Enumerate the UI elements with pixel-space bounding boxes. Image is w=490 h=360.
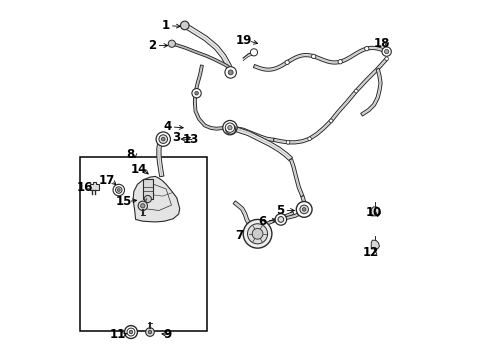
Text: 18: 18 <box>374 37 391 50</box>
Circle shape <box>247 224 268 244</box>
Text: 5: 5 <box>276 204 284 217</box>
Circle shape <box>159 135 168 143</box>
Circle shape <box>124 325 137 338</box>
Circle shape <box>382 47 392 56</box>
Circle shape <box>144 195 151 203</box>
Circle shape <box>385 49 389 54</box>
Circle shape <box>312 54 316 58</box>
Circle shape <box>225 124 236 134</box>
Text: 10: 10 <box>365 207 382 220</box>
Circle shape <box>354 89 358 93</box>
Polygon shape <box>256 212 294 229</box>
Polygon shape <box>90 182 98 190</box>
Circle shape <box>252 228 263 239</box>
Bar <box>80 157 207 330</box>
Text: 13: 13 <box>182 133 198 146</box>
Text: 7: 7 <box>235 229 243 242</box>
Text: 12: 12 <box>363 246 379 259</box>
Circle shape <box>148 330 152 334</box>
Circle shape <box>161 137 165 141</box>
Polygon shape <box>290 159 304 197</box>
Circle shape <box>300 205 309 214</box>
Circle shape <box>329 119 333 123</box>
Text: 17: 17 <box>99 174 116 187</box>
Circle shape <box>127 328 135 336</box>
Circle shape <box>243 220 272 248</box>
Circle shape <box>385 57 389 60</box>
Circle shape <box>223 121 237 135</box>
Circle shape <box>180 21 189 30</box>
Circle shape <box>308 137 311 140</box>
Text: 16: 16 <box>76 181 93 194</box>
Circle shape <box>117 189 120 192</box>
Text: 19: 19 <box>236 34 252 48</box>
Polygon shape <box>361 68 382 116</box>
Text: 4: 4 <box>163 121 172 134</box>
Polygon shape <box>371 207 381 216</box>
Circle shape <box>156 132 171 146</box>
Text: 2: 2 <box>148 39 156 52</box>
Polygon shape <box>171 42 231 69</box>
Polygon shape <box>280 209 305 221</box>
Circle shape <box>285 60 289 64</box>
Circle shape <box>113 184 124 196</box>
Polygon shape <box>133 176 180 222</box>
Circle shape <box>365 46 369 51</box>
Text: 3: 3 <box>172 131 180 144</box>
Circle shape <box>129 330 133 334</box>
Circle shape <box>116 187 122 193</box>
Circle shape <box>296 202 312 217</box>
Circle shape <box>278 217 284 222</box>
Polygon shape <box>273 58 388 144</box>
Text: 15: 15 <box>116 195 132 208</box>
Circle shape <box>250 49 258 56</box>
Circle shape <box>146 328 154 336</box>
Circle shape <box>286 140 290 144</box>
Polygon shape <box>233 201 250 224</box>
Polygon shape <box>301 196 307 209</box>
Polygon shape <box>230 126 293 161</box>
Bar <box>143 179 153 199</box>
Circle shape <box>141 204 145 208</box>
Text: 14: 14 <box>130 163 147 176</box>
Circle shape <box>275 214 287 225</box>
Text: 11: 11 <box>110 328 126 341</box>
Circle shape <box>338 60 343 64</box>
Polygon shape <box>371 240 379 249</box>
Polygon shape <box>157 137 164 177</box>
Text: 9: 9 <box>163 328 172 341</box>
Circle shape <box>228 70 233 75</box>
Text: 6: 6 <box>258 215 267 228</box>
Circle shape <box>225 67 236 78</box>
Circle shape <box>225 123 235 132</box>
Text: 1: 1 <box>161 19 170 32</box>
Text: 8: 8 <box>126 148 135 161</box>
Circle shape <box>168 40 175 47</box>
Polygon shape <box>230 126 274 141</box>
Circle shape <box>228 126 232 130</box>
Polygon shape <box>253 46 387 71</box>
Polygon shape <box>194 65 229 130</box>
Circle shape <box>138 201 147 211</box>
Circle shape <box>302 208 306 211</box>
Polygon shape <box>183 23 233 73</box>
Circle shape <box>192 89 201 98</box>
Circle shape <box>195 91 198 95</box>
